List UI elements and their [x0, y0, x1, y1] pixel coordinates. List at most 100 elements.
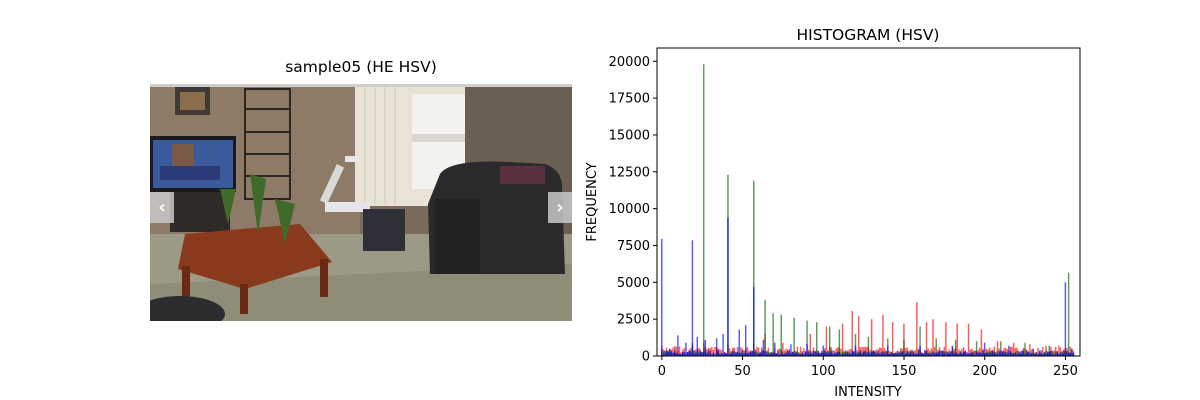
histogram-bar	[954, 339, 957, 356]
chevron-right-icon[interactable]: ›	[548, 192, 572, 223]
histogram-bar	[738, 329, 740, 356]
x-tick-label: 150	[892, 364, 917, 379]
histogram-bar	[1011, 346, 1013, 356]
histogram-bar	[861, 347, 863, 356]
histogram-bar	[690, 351, 692, 356]
histogram-bar	[693, 350, 695, 356]
histogram-bar	[903, 350, 905, 356]
histogram-bar	[807, 351, 810, 356]
y-tick-label: 7500	[617, 239, 650, 254]
histogram-bar	[753, 180, 755, 356]
histogram-bar	[858, 316, 860, 356]
histogram-bar	[898, 353, 900, 356]
histogram-bar	[669, 348, 671, 356]
histogram-bar	[980, 353, 983, 356]
histogram-bar	[777, 350, 779, 356]
histogram-bar	[951, 345, 954, 356]
x-axis: 0 50 100 150 200 250	[658, 356, 1078, 379]
histogram-bar	[940, 350, 942, 356]
histogram-bar	[982, 350, 984, 356]
histogram-bar	[1006, 354, 1008, 356]
histogram-bar	[845, 352, 847, 356]
histogram-bar	[778, 354, 781, 356]
histogram-bar	[746, 346, 749, 356]
histogram-bar	[1037, 348, 1039, 356]
x-axis-label: INTENSITY	[834, 385, 901, 400]
histogram-bar	[685, 342, 687, 356]
histogram-bar	[980, 329, 983, 356]
histogram-bar	[932, 351, 934, 356]
histogram-bar	[698, 350, 700, 356]
histogram-bar	[1019, 351, 1021, 356]
histogram-bar	[878, 354, 881, 356]
histogram-bar	[933, 346, 936, 356]
histogram-bar	[764, 351, 766, 356]
histogram-bar	[1017, 353, 1020, 356]
histogram-bar	[782, 354, 784, 356]
histogram-bar	[895, 353, 897, 356]
histogram-bar	[890, 352, 892, 356]
histogram-bar	[820, 352, 823, 356]
histogram-bar	[859, 350, 862, 356]
histogram-bar	[996, 350, 999, 356]
histogram-bar	[908, 353, 910, 356]
y-tick-label: 5000	[617, 276, 650, 291]
histogram-bar	[717, 350, 719, 356]
histogram-bar	[661, 238, 663, 356]
histogram-bar	[974, 354, 976, 356]
histogram-bar	[809, 333, 812, 356]
histogram-bar	[941, 350, 944, 356]
histogram-bar	[799, 354, 802, 356]
histogram-bar	[767, 351, 770, 356]
histogram-bar	[959, 352, 962, 356]
histogram-bar	[733, 350, 736, 356]
histogram-bar	[1066, 351, 1068, 356]
histogram-bar	[1072, 352, 1075, 356]
histogram-bar	[878, 353, 881, 356]
histogram-bar	[975, 341, 978, 356]
histogram-bar	[867, 336, 870, 356]
histogram-bar	[662, 354, 665, 356]
histogram-bar	[874, 351, 876, 356]
histogram-bar	[1050, 350, 1052, 356]
histogram-bar	[720, 352, 723, 356]
histogram-bar	[827, 352, 829, 356]
histogram-bar	[756, 353, 758, 356]
histogram-bar	[728, 348, 731, 356]
histogram-bar	[979, 351, 981, 356]
histogram-bar	[885, 350, 887, 356]
histogram-bar	[1033, 352, 1036, 356]
histogram-bar	[741, 350, 744, 356]
histogram-bar	[870, 351, 873, 356]
histogram-bar	[706, 353, 708, 356]
histogram-bar	[1035, 352, 1038, 356]
histogram-bar	[798, 353, 800, 356]
histogram-bar	[1001, 350, 1004, 356]
histogram-bar	[841, 353, 844, 356]
histogram-bar	[790, 344, 792, 356]
histogram-bar	[835, 353, 837, 356]
histogram-bar	[728, 353, 731, 356]
histogram-bar	[1064, 282, 1067, 356]
histogram-bar	[694, 353, 697, 356]
histogram-bar	[806, 344, 808, 356]
histogram-bar	[848, 352, 850, 356]
histogram-bar	[804, 351, 807, 356]
histogram-bar	[953, 353, 955, 356]
histogram-bar	[961, 348, 963, 356]
histogram-bar	[707, 350, 710, 356]
chevron-left-icon[interactable]: ‹	[150, 192, 174, 223]
histogram-bar	[996, 341, 999, 356]
histogram-bar	[672, 352, 674, 356]
histogram-bar	[1063, 353, 1065, 356]
histogram-bar	[927, 353, 929, 356]
histogram-bar	[1037, 354, 1039, 356]
y-tick-label: 0	[642, 350, 650, 365]
y-tick-label: 2500	[617, 313, 650, 328]
histogram-bar	[740, 353, 742, 356]
histogram-bar	[888, 354, 891, 356]
histogram-bar	[769, 354, 771, 356]
histogram-bar	[724, 352, 726, 356]
histogram-bar	[925, 322, 928, 356]
